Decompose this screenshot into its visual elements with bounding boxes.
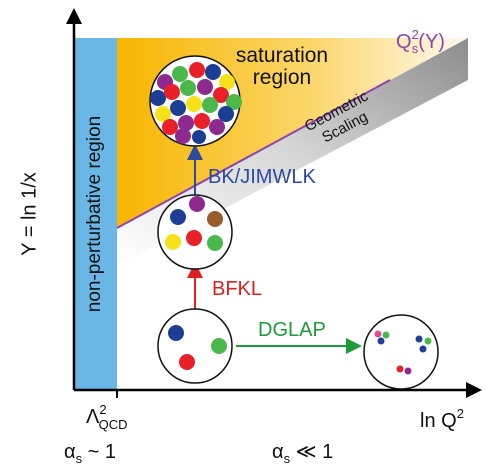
dglap-label: DGLAP: [258, 319, 326, 341]
saturation-label-line2: region: [253, 66, 311, 89]
x-axis-label: ln Q2: [420, 406, 464, 432]
y-axis-arrowhead: [66, 8, 82, 24]
bfkl-label: BFKL: [212, 278, 262, 300]
nonperturbative-band: [74, 38, 117, 390]
bk-jimwlk-label: BK/JIMWLK: [208, 166, 316, 188]
nonperturbative-label: non-perturbative region: [84, 116, 105, 312]
y-axis-label: Y = ln 1/x: [18, 172, 40, 256]
saturation-label-line1: saturation: [236, 44, 328, 67]
x-axis-arrowhead: [466, 382, 482, 398]
strong-coupling-label: αs ~ 1: [64, 441, 116, 466]
hadron-saturated: [149, 55, 242, 147]
hadron-resolved: [363, 314, 439, 390]
weak-coupling-label: αs ≪ 1: [272, 441, 333, 466]
saturation-line: [116, 79, 391, 229]
saturation-scale-label: Q2 s(Y): [396, 27, 445, 56]
hadron-dilute: [157, 308, 233, 384]
x-tick-label: Λ2 QCD: [86, 402, 127, 432]
hadron-medium: [157, 194, 233, 270]
